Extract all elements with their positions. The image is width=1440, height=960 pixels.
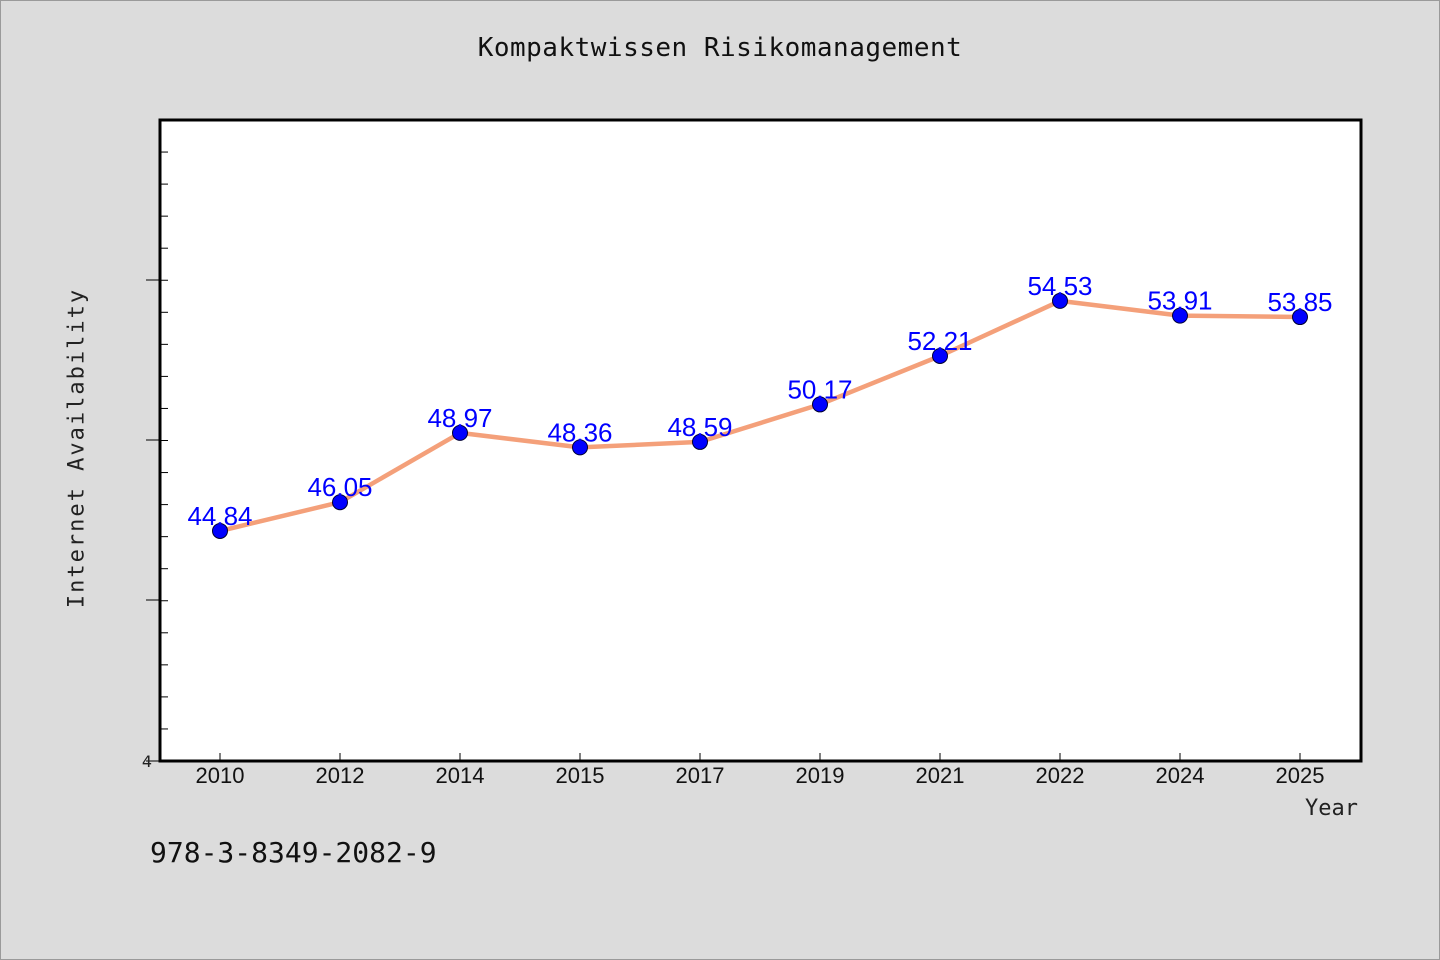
data-point bbox=[812, 396, 828, 413]
data-point bbox=[332, 494, 348, 511]
data-label: 48.59 bbox=[667, 412, 732, 442]
data-label: 53.91 bbox=[1147, 286, 1212, 316]
x-tick-label: 2024 bbox=[1156, 763, 1205, 788]
data-label: 48.36 bbox=[547, 417, 612, 447]
data-label: 53.85 bbox=[1267, 287, 1332, 317]
plot-area bbox=[158, 118, 1363, 763]
chart-title: Kompaktwissen Risikomanagement bbox=[477, 33, 963, 63]
data-label: 46.05 bbox=[307, 472, 372, 502]
data-point bbox=[452, 424, 468, 441]
data-point bbox=[1172, 307, 1188, 324]
data-point bbox=[932, 347, 948, 364]
data-label: 52.21 bbox=[907, 326, 972, 356]
x-tick-label: 2019 bbox=[796, 763, 845, 788]
data-point bbox=[1292, 309, 1308, 326]
data-label: 48.97 bbox=[427, 403, 492, 433]
x-tick-label: 2022 bbox=[1036, 763, 1085, 788]
x-axis-label: Year bbox=[1305, 796, 1358, 821]
x-tick-label: 2015 bbox=[556, 763, 605, 788]
x-tick-label: 2021 bbox=[916, 763, 965, 788]
data-label: 54.53 bbox=[1027, 271, 1092, 301]
x-tick-label: 2012 bbox=[316, 763, 365, 788]
data-point bbox=[212, 522, 228, 539]
x-tick-label: 2010 bbox=[196, 763, 245, 788]
x-tick-label: 2025 bbox=[1276, 763, 1325, 788]
data-point bbox=[1052, 292, 1068, 309]
data-point bbox=[692, 433, 708, 450]
series-line bbox=[217, 298, 1303, 534]
data-label: 44.84 bbox=[187, 501, 252, 531]
data-point bbox=[572, 439, 588, 456]
y-tick-label: 4 bbox=[142, 752, 152, 771]
isbn-text: 978-3-8349-2082-9 bbox=[150, 836, 437, 869]
x-tick-label: 2014 bbox=[436, 763, 485, 788]
data-label: 50.17 bbox=[787, 374, 852, 404]
x-tick-label: 2017 bbox=[676, 763, 725, 788]
